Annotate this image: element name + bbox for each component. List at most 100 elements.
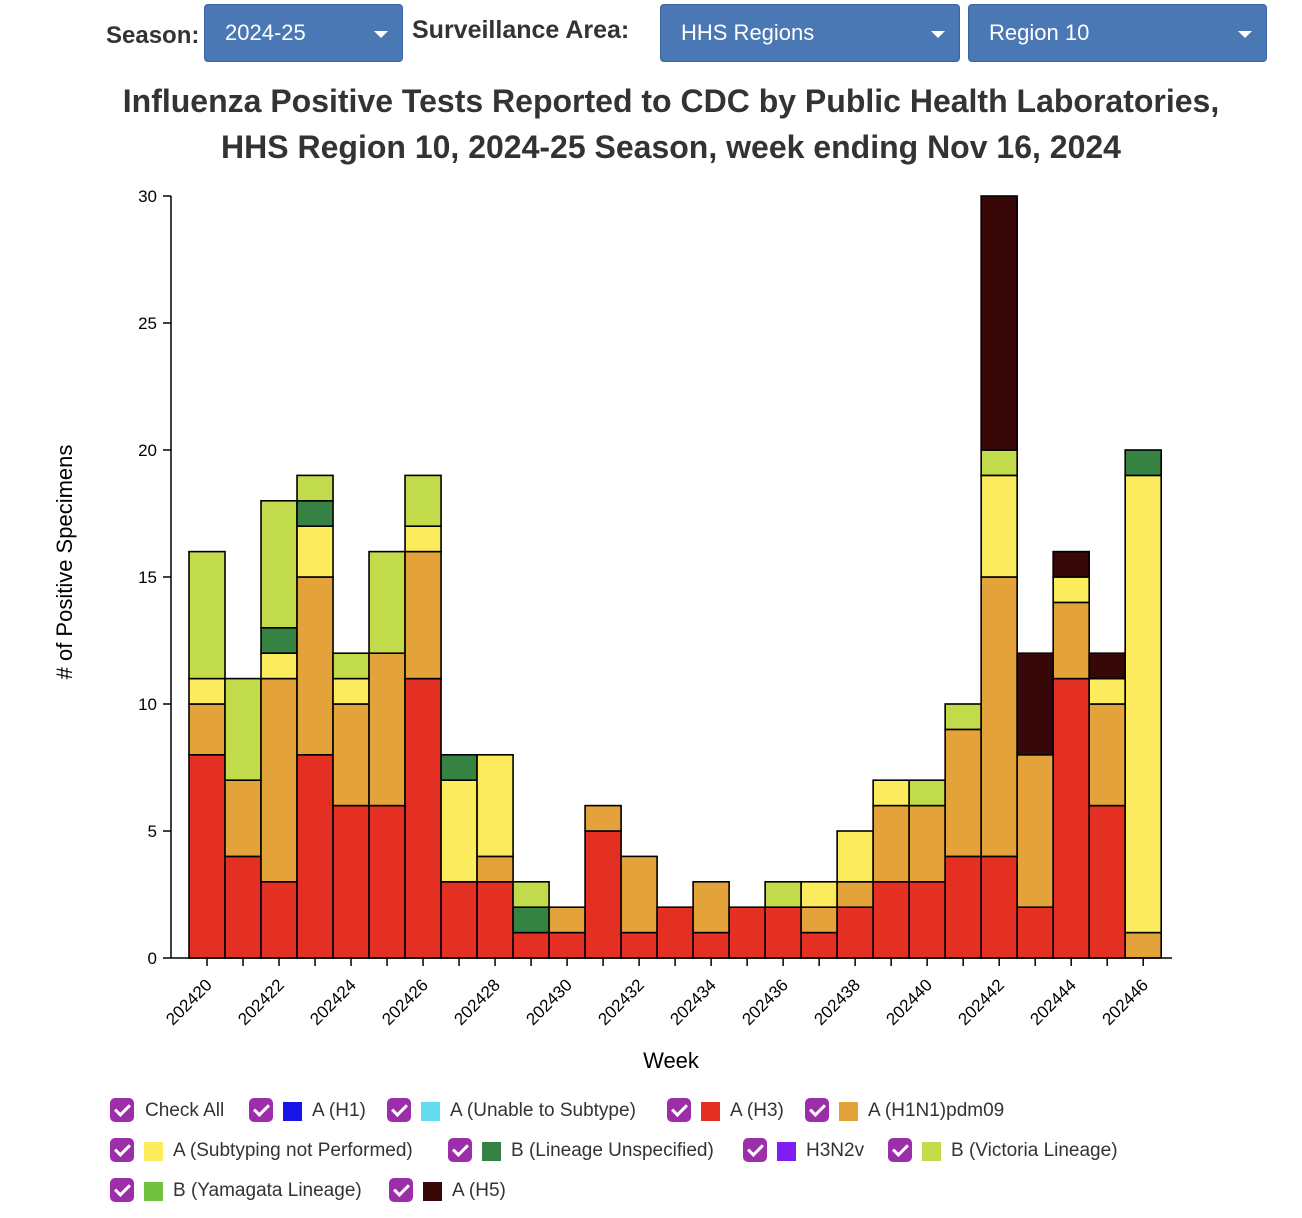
- x-tick-label: 202438: [810, 975, 864, 1029]
- bar-segment: [980, 855, 1018, 959]
- bar-segment: [1124, 474, 1162, 934]
- legend-swatch: [144, 1182, 163, 1201]
- bar-segment: [764, 906, 802, 959]
- bar-segment: [1124, 449, 1162, 477]
- legend-swatch: [421, 1102, 440, 1121]
- checkbox-checked-icon[interactable]: [249, 1098, 273, 1122]
- checkbox-checked-icon[interactable]: [389, 1178, 413, 1202]
- x-tick-label: 202426: [378, 975, 432, 1029]
- x-tick-label: 202446: [1098, 975, 1152, 1029]
- bar-segment: [404, 474, 442, 527]
- bar-segment: [908, 804, 946, 883]
- checkbox-checked-icon[interactable]: [743, 1138, 767, 1162]
- legend-label: B (Yamagata Lineage): [173, 1180, 362, 1201]
- bar-segment: [332, 677, 370, 705]
- legend-swatch: [482, 1142, 501, 1161]
- x-tick-label: 202444: [1026, 975, 1080, 1029]
- legend-label: Check All: [145, 1100, 225, 1121]
- x-axis-title: Week: [643, 1048, 700, 1073]
- bar-segment: [800, 931, 838, 959]
- bar-segment: [620, 931, 658, 959]
- bar-segment: [368, 550, 406, 654]
- bar-segment: [188, 753, 226, 959]
- legend-swatch: [922, 1142, 941, 1161]
- bar-segment: [800, 906, 838, 934]
- bar-segment: [1088, 804, 1126, 959]
- x-tick-label: 202432: [594, 975, 648, 1029]
- legend-label: A (Unable to Subtype): [450, 1100, 636, 1121]
- x-tick-label: 202434: [666, 975, 720, 1029]
- legend-swatch: [777, 1142, 796, 1161]
- checkbox-checked-icon[interactable]: [110, 1178, 134, 1202]
- bar-segment: [368, 652, 406, 807]
- bar-segment: [332, 703, 370, 807]
- controls-bar: Season: 2024-25 Surveillance Area: HHS R…: [0, 4, 1302, 64]
- surveillance-area-label: Surveillance Area:: [412, 16, 630, 44]
- legend-label: A (Subtyping not Performed): [173, 1140, 413, 1161]
- surveillance-area-select-value: HHS Regions: [681, 20, 815, 45]
- bar-segment: [296, 474, 334, 502]
- chart-title-line1: Influenza Positive Tests Reported to CDC…: [122, 83, 1220, 119]
- checkbox-checked-icon[interactable]: [110, 1098, 134, 1122]
- x-tick-label: 202420: [162, 975, 216, 1029]
- checkbox-checked-icon[interactable]: [805, 1098, 829, 1122]
- bar-segment: [800, 880, 838, 908]
- bar-segment: [1052, 601, 1090, 680]
- bar-segment: [728, 906, 766, 959]
- legend-swatch: [839, 1102, 858, 1121]
- legend-label: A (H3): [730, 1100, 784, 1121]
- bar-segment: [1052, 576, 1090, 604]
- chevron-down-icon: [374, 31, 388, 38]
- bar-segment: [188, 550, 226, 680]
- x-tick-label: 202440: [882, 975, 936, 1029]
- bar-segment: [764, 880, 802, 908]
- bar-segment: [584, 804, 622, 832]
- bar-segment: [512, 880, 550, 908]
- bar-segment: [440, 880, 478, 959]
- region-select[interactable]: Region 10: [968, 4, 1267, 62]
- legend-swatch: [283, 1102, 302, 1121]
- checkbox-checked-icon[interactable]: [667, 1098, 691, 1122]
- checkbox-checked-icon[interactable]: [110, 1138, 134, 1162]
- bar-segment: [944, 855, 982, 959]
- bar-segment: [296, 576, 334, 756]
- bar-segment: [692, 880, 730, 934]
- bar-segment: [980, 195, 1018, 451]
- chevron-down-icon: [1238, 31, 1252, 38]
- bar-segment: [440, 753, 478, 781]
- legend-label: A (H1N1)pdm09: [868, 1100, 1005, 1121]
- y-tick-label: 25: [138, 314, 157, 333]
- bar-segment: [512, 906, 550, 934]
- bar-segment: [872, 779, 910, 807]
- checkbox-checked-icon[interactable]: [387, 1098, 411, 1122]
- bar-segment: [656, 906, 694, 959]
- bar-segment: [944, 703, 982, 731]
- surveillance-area-select[interactable]: HHS Regions: [660, 4, 960, 62]
- bar-segment: [872, 880, 910, 959]
- bar-segment: [548, 906, 586, 934]
- legend-label: A (H1): [312, 1100, 366, 1121]
- bar-segment: [260, 677, 298, 883]
- bar-segment: [1088, 652, 1126, 680]
- legend-label: B (Victoria Lineage): [951, 1140, 1118, 1161]
- chart-title: Influenza Positive Tests Reported to CDC…: [0, 78, 1302, 170]
- bar-segment: [692, 931, 730, 959]
- bar-segment: [260, 652, 298, 680]
- season-select[interactable]: 2024-25: [204, 4, 403, 62]
- y-tick-label: 20: [138, 441, 157, 460]
- y-tick-label: 10: [138, 695, 157, 714]
- legend-label: H3N2v: [806, 1140, 865, 1161]
- bar-segment: [260, 499, 298, 629]
- bar-segment: [1016, 753, 1054, 908]
- bar-segment: [944, 728, 982, 858]
- y-tick-label: 30: [138, 187, 157, 206]
- bar-segment: [548, 931, 586, 959]
- checkbox-checked-icon[interactable]: [888, 1138, 912, 1162]
- bar-segment: [224, 779, 262, 858]
- bar-segment: [980, 474, 1018, 578]
- bar-segment: [188, 677, 226, 705]
- checkbox-checked-icon[interactable]: [448, 1138, 472, 1162]
- bar-segment: [836, 830, 874, 883]
- bar-segment: [260, 880, 298, 959]
- bar-segment: [1088, 677, 1126, 705]
